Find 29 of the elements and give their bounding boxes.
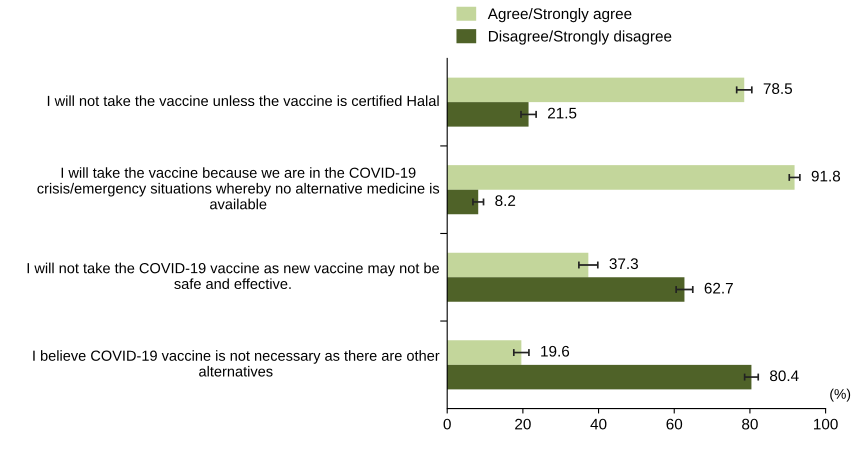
data-label: 62.7 xyxy=(704,282,733,294)
y-tick-label: I will take the vaccine because we are in the COVID-19 crisis/emergency situations whereby no alternative medicine is available xyxy=(37,167,440,210)
bar xyxy=(447,190,478,214)
data-label: 80.4 xyxy=(770,370,799,382)
x-tick-label: 100 xyxy=(814,418,838,430)
data-label: 21.5 xyxy=(548,108,576,119)
data-label: 78.5 xyxy=(764,83,792,94)
data-label: 91.8 xyxy=(812,170,840,182)
legend-label: Disagree/Strongly disagree xyxy=(488,30,672,45)
y-tick-label: I will not take the COVID-19 vaccine as new vaccine may not be safe and effective. xyxy=(28,262,440,290)
text: (%) xyxy=(830,388,850,402)
x-tick-label: 20 xyxy=(515,418,531,430)
bar xyxy=(447,78,744,102)
data-label: 37.3 xyxy=(609,258,638,270)
bar xyxy=(447,277,684,302)
bar xyxy=(447,364,752,390)
bar xyxy=(447,165,795,190)
bar xyxy=(447,340,522,365)
x-tick-label: 80 xyxy=(742,418,758,430)
y-tick-label: I will not take the vaccine unless the vaccine is certified Halal xyxy=(48,95,439,106)
data-label: 19.6 xyxy=(541,346,570,357)
bar xyxy=(447,102,529,127)
data-label: 8.2 xyxy=(495,195,516,206)
y-tick-label: I believe COVID-19 vaccine is not necessary as there are other alternatives xyxy=(33,350,440,377)
legend-label: Agree/Strongly agree xyxy=(488,8,632,22)
x-tick-label: 40 xyxy=(590,418,606,430)
x-tick-label: 0 xyxy=(444,418,451,430)
bar xyxy=(447,252,588,278)
x-tick-label: 60 xyxy=(666,418,682,430)
